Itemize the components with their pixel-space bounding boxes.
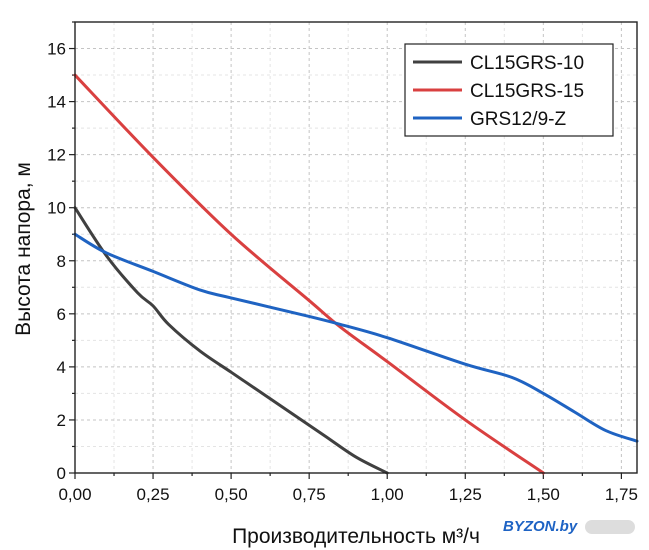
x-tick-label: 0,75 bbox=[293, 485, 326, 504]
x-tick-label: 1,00 bbox=[371, 485, 404, 504]
y-tick-label: 0 bbox=[57, 464, 66, 483]
y-tick-label: 4 bbox=[57, 358, 66, 377]
legend-label-grs12-9-z: GRS12/9-Z bbox=[470, 109, 566, 130]
series-lines bbox=[73, 73, 639, 475]
x-tick-label: 0,00 bbox=[58, 485, 91, 504]
x-axis-title: Производительность м³/ч bbox=[232, 525, 480, 548]
x-tick-label: 1,25 bbox=[449, 485, 482, 504]
legend: CL15GRS-10 CL15GRS-15 GRS12/9-Z bbox=[404, 43, 614, 137]
y-tick-label: 16 bbox=[47, 40, 66, 59]
y-tick-label: 8 bbox=[57, 252, 66, 271]
watermark-tail bbox=[585, 520, 635, 534]
series-line-cl15grs-15 bbox=[73, 73, 545, 475]
plot-frame bbox=[74, 21, 638, 474]
y-tick-labels: 0 2 4 6 8 10 12 14 16 bbox=[47, 40, 66, 483]
x-tick-label: 0,50 bbox=[215, 485, 248, 504]
y-tick-label: 14 bbox=[47, 93, 66, 112]
x-tick-label: 1,75 bbox=[605, 485, 638, 504]
x-tick-label: 1,50 bbox=[527, 485, 560, 504]
y-tick-label: 6 bbox=[57, 305, 66, 324]
y-tick-label: 10 bbox=[47, 199, 66, 218]
legend-label-cl15grs-10: CL15GRS-10 bbox=[470, 53, 584, 74]
legend-label-cl15grs-15: CL15GRS-15 bbox=[470, 81, 584, 102]
x-tick-labels: 0,00 0,25 0,50 0,75 1,00 1,25 1,50 1,75 bbox=[58, 485, 637, 504]
y-tick-label: 2 bbox=[57, 411, 66, 430]
y-axis-title: Высота напора, м bbox=[12, 162, 35, 336]
watermark: BYZON.by bbox=[503, 518, 635, 535]
y-tick-label: 12 bbox=[47, 146, 66, 165]
x-tick-label: 0,25 bbox=[137, 485, 170, 504]
series-line-grs12-9-z bbox=[73, 232, 639, 443]
series-line-cl15grs-10 bbox=[73, 206, 389, 475]
watermark-text: BYZON.by bbox=[503, 518, 578, 535]
